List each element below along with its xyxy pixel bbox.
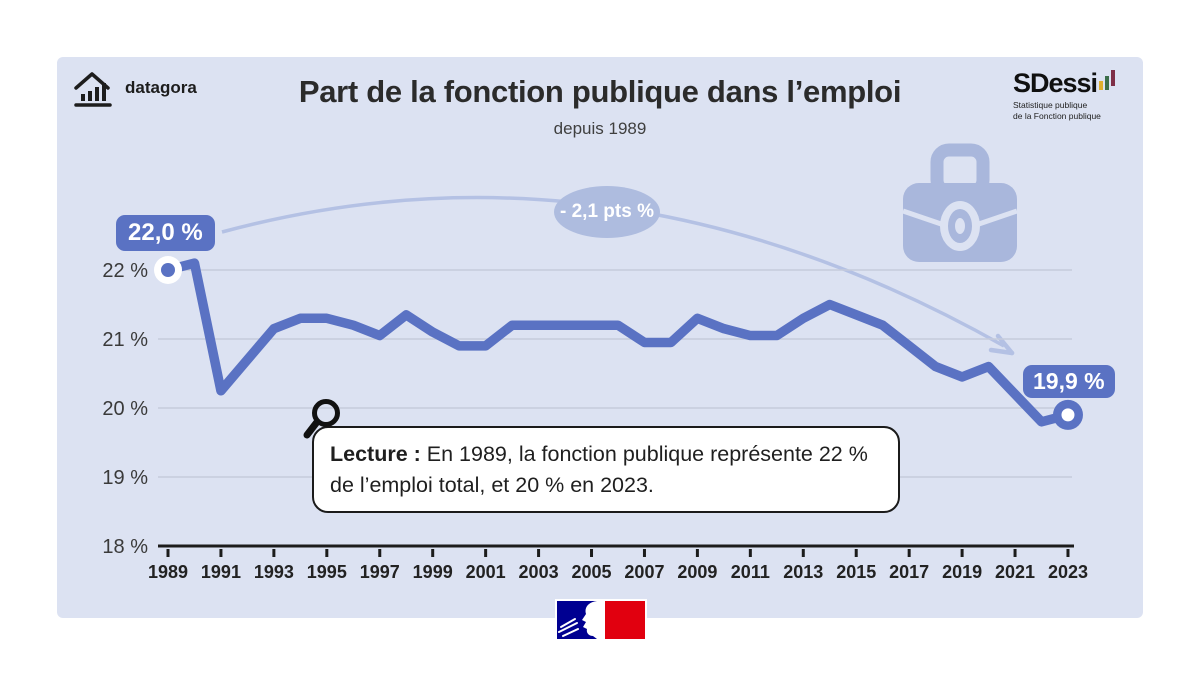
datagora-wordmark: datagora (125, 78, 197, 97)
x-tick-label-2013: 2013 (783, 562, 823, 582)
x-tick-label-2019: 2019 (942, 562, 982, 582)
sdessi-logo: SDessi Statistique publique de la Foncti… (1013, 70, 1143, 121)
x-tick-label-1991: 1991 (201, 562, 241, 582)
sdessi-tagline-1: Statistique publique (1013, 100, 1088, 110)
lecture-note: Lecture : En 1989, la fonction publique … (303, 399, 900, 514)
delta-annotation: - 2,1 pts % (554, 186, 660, 238)
data-series-line (163, 258, 1073, 427)
x-tick-label-1989: 1989 (148, 562, 188, 582)
datagora-chart-icon (74, 72, 112, 107)
french-government-logo (555, 599, 647, 641)
lecture-text: En 1989, la fonction publique représente… (330, 442, 868, 497)
x-tick-label-2009: 2009 (677, 562, 717, 582)
sdessi-bars-icon (1099, 70, 1116, 90)
x-tick-label-1993: 1993 (254, 562, 294, 582)
datagora-logo: datagora (72, 66, 197, 110)
y-tick-label-22: 22 % (102, 260, 148, 282)
y-tick-label-19: 19 % (102, 467, 148, 489)
x-tick-label-2017: 2017 (889, 562, 929, 582)
y-tick-label-21: 21 % (102, 329, 148, 351)
page-subtitle: depuis 1989 (553, 119, 647, 138)
lecture-label: Lecture : (330, 442, 421, 466)
x-tick-label-2015: 2015 (836, 562, 876, 582)
sdessi-tagline-2: de la Fonction publique (1013, 110, 1101, 121)
x-tick-label-2003: 2003 (519, 562, 559, 582)
x-axis-ticks: 1989 1991 1993 1995 1997 1999 2001 2003 2005 2007… (148, 549, 1088, 582)
magnifier-icon (303, 399, 340, 439)
x-tick-label-2011: 2011 (731, 562, 770, 582)
end-value-badge: 19,9 % (1023, 365, 1115, 398)
x-tick-label-1999: 1999 (413, 562, 453, 582)
sdessi-wordmark: SDessi (1013, 68, 1098, 98)
x-tick-label-2001: 2001 (466, 562, 506, 582)
x-tick-label-2007: 2007 (624, 562, 664, 582)
x-tick-label-2005: 2005 (571, 562, 611, 582)
x-tick-label-2021: 2021 (995, 562, 1035, 582)
x-tick-label-1997: 1997 (360, 562, 400, 582)
y-tick-label-18: 18 % (102, 536, 148, 558)
y-axis-labels: 22 % 21 % 20 % 19 % 18 % (102, 260, 148, 558)
briefcase-icon (902, 143, 1018, 262)
start-point-marker-dot (161, 263, 175, 277)
start-value-badge: 22,0 % (116, 215, 215, 251)
x-tick-label-1995: 1995 (307, 562, 347, 582)
end-point-marker-dot (1061, 408, 1075, 422)
x-tick-label-2023: 2023 (1048, 562, 1088, 582)
page-title: Part de la fonction publique dans l’empl… (298, 74, 902, 109)
y-tick-label-20: 20 % (102, 398, 148, 420)
